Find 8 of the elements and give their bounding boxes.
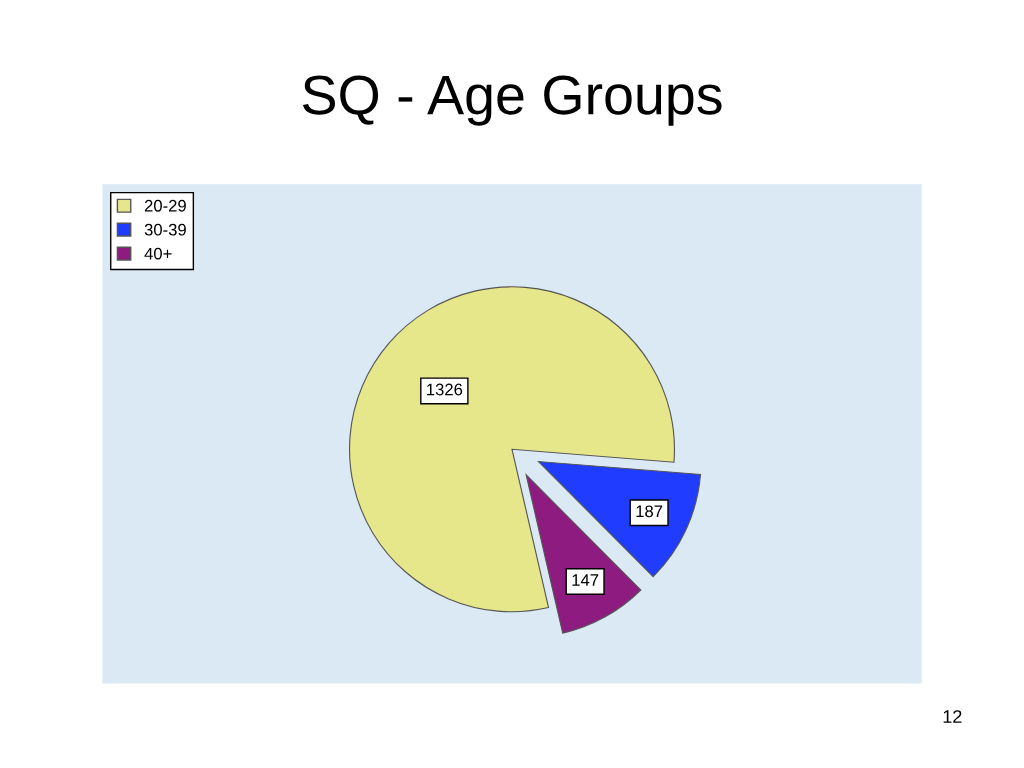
data-label: 187 bbox=[636, 505, 663, 518]
legend-label: 30-39 bbox=[144, 223, 186, 236]
data-label: 1326 bbox=[427, 383, 463, 396]
text: 12 bbox=[943, 710, 962, 723]
legend-label: 40+ bbox=[144, 247, 172, 260]
chart-title: SQ - Age Groups bbox=[303, 75, 722, 126]
data-label: 147 bbox=[572, 574, 599, 586]
legend-label: 20-29 bbox=[144, 199, 186, 212]
